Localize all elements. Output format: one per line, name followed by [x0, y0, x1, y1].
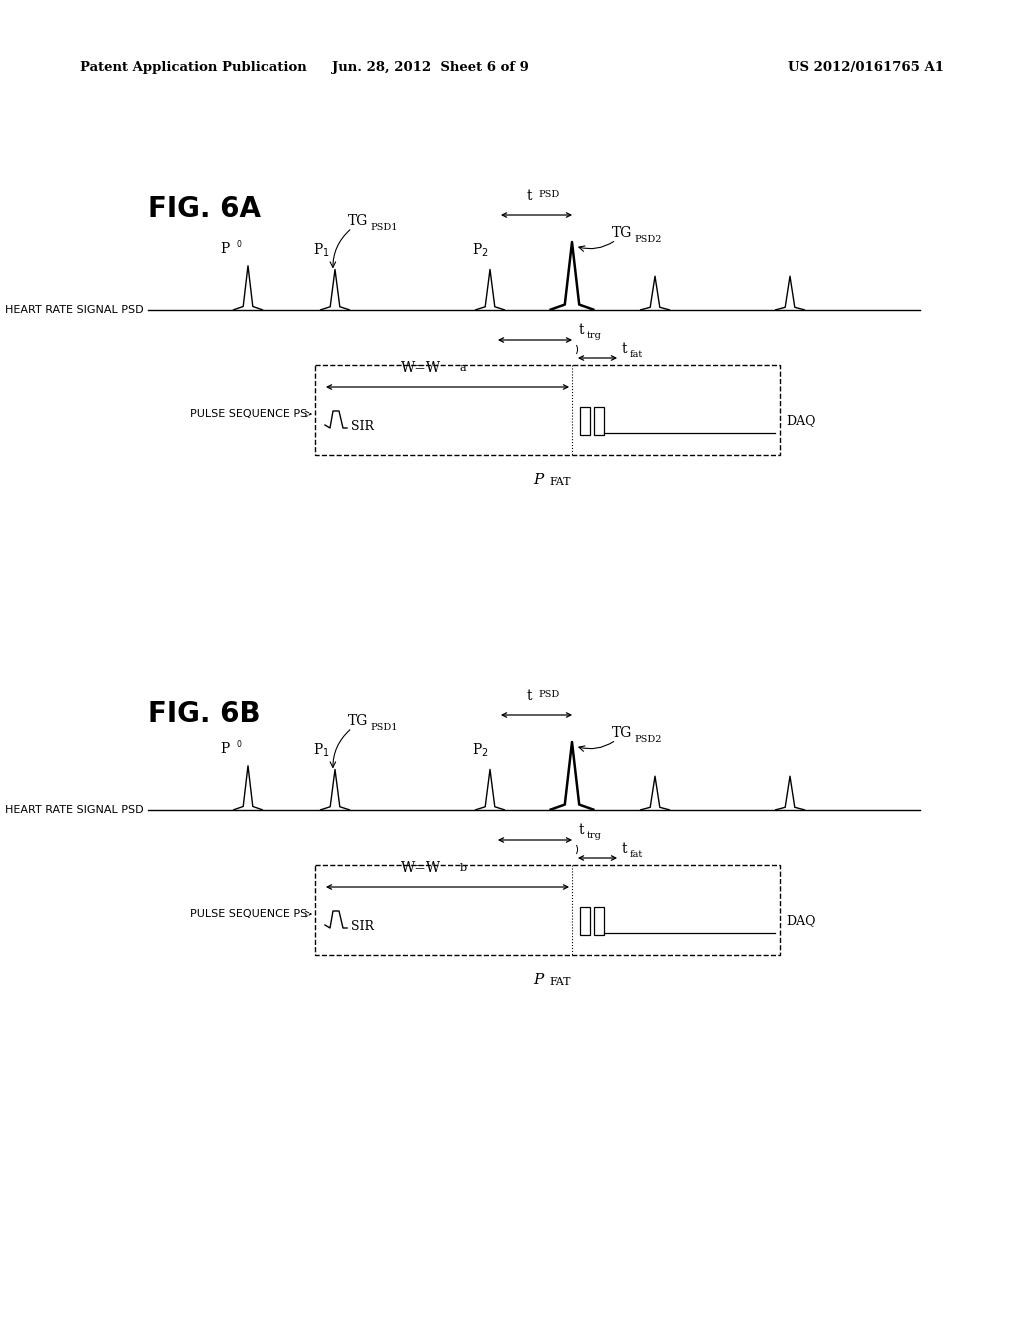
Text: P: P — [534, 473, 544, 487]
Text: a: a — [460, 363, 466, 374]
Text: P$_1$: P$_1$ — [312, 742, 330, 759]
Text: Jun. 28, 2012  Sheet 6 of 9: Jun. 28, 2012 Sheet 6 of 9 — [332, 62, 528, 74]
Text: P$_2$: P$_2$ — [472, 242, 488, 260]
Bar — [315, 366, 780, 455]
Text: $_0$: $_0$ — [236, 738, 243, 751]
Text: TG: TG — [348, 714, 369, 729]
Text: Patent Application Publication: Patent Application Publication — [80, 62, 307, 74]
Text: t: t — [622, 842, 628, 855]
Bar — [594, 407, 604, 436]
Bar — [594, 907, 604, 935]
Text: t: t — [527, 689, 532, 704]
Text: trg: trg — [587, 331, 602, 341]
Text: HEART RATE SIGNAL PSD: HEART RATE SIGNAL PSD — [5, 805, 144, 814]
Text: FAT: FAT — [550, 477, 571, 487]
Bar — [580, 407, 590, 436]
Text: P: P — [534, 973, 544, 987]
Text: PSD: PSD — [539, 190, 560, 199]
Text: $_0$: $_0$ — [236, 239, 243, 251]
Text: fat: fat — [630, 850, 643, 859]
Text: P: P — [221, 742, 230, 756]
Text: PSD: PSD — [539, 690, 560, 700]
Text: SIR: SIR — [351, 920, 374, 933]
Text: t: t — [579, 822, 585, 837]
Text: PSD2: PSD2 — [634, 235, 662, 244]
Text: FIG. 6A: FIG. 6A — [148, 195, 261, 223]
Text: t: t — [527, 189, 532, 203]
Text: PSD1: PSD1 — [370, 723, 397, 733]
Text: W=W: W=W — [401, 360, 441, 375]
Text: HEART RATE SIGNAL PSD: HEART RATE SIGNAL PSD — [5, 305, 144, 315]
Text: b: b — [460, 863, 467, 873]
Text: PSD2: PSD2 — [634, 735, 662, 744]
Text: trg: trg — [587, 832, 602, 840]
Bar — [315, 865, 780, 954]
Text: PSD1: PSD1 — [370, 223, 397, 232]
Text: PULSE SEQUENCE PS: PULSE SEQUENCE PS — [189, 909, 307, 919]
Text: FAT: FAT — [550, 977, 571, 987]
Text: P$_2$: P$_2$ — [472, 742, 488, 759]
Text: SIR: SIR — [351, 421, 374, 433]
Text: TG: TG — [612, 726, 633, 741]
Text: P: P — [221, 242, 230, 256]
Text: DAQ: DAQ — [786, 414, 815, 428]
Text: P$_1$: P$_1$ — [312, 242, 330, 260]
Text: TG: TG — [348, 214, 369, 228]
Text: FIG. 6B: FIG. 6B — [148, 700, 261, 729]
Text: t: t — [579, 323, 585, 337]
Text: PULSE SEQUENCE PS: PULSE SEQUENCE PS — [189, 409, 307, 418]
Text: DAQ: DAQ — [786, 915, 815, 928]
Bar — [580, 907, 590, 935]
Text: TG: TG — [612, 226, 633, 240]
Text: t: t — [622, 342, 628, 356]
Text: fat: fat — [630, 350, 643, 359]
Text: US 2012/0161765 A1: US 2012/0161765 A1 — [788, 62, 944, 74]
Text: W=W: W=W — [401, 861, 441, 875]
